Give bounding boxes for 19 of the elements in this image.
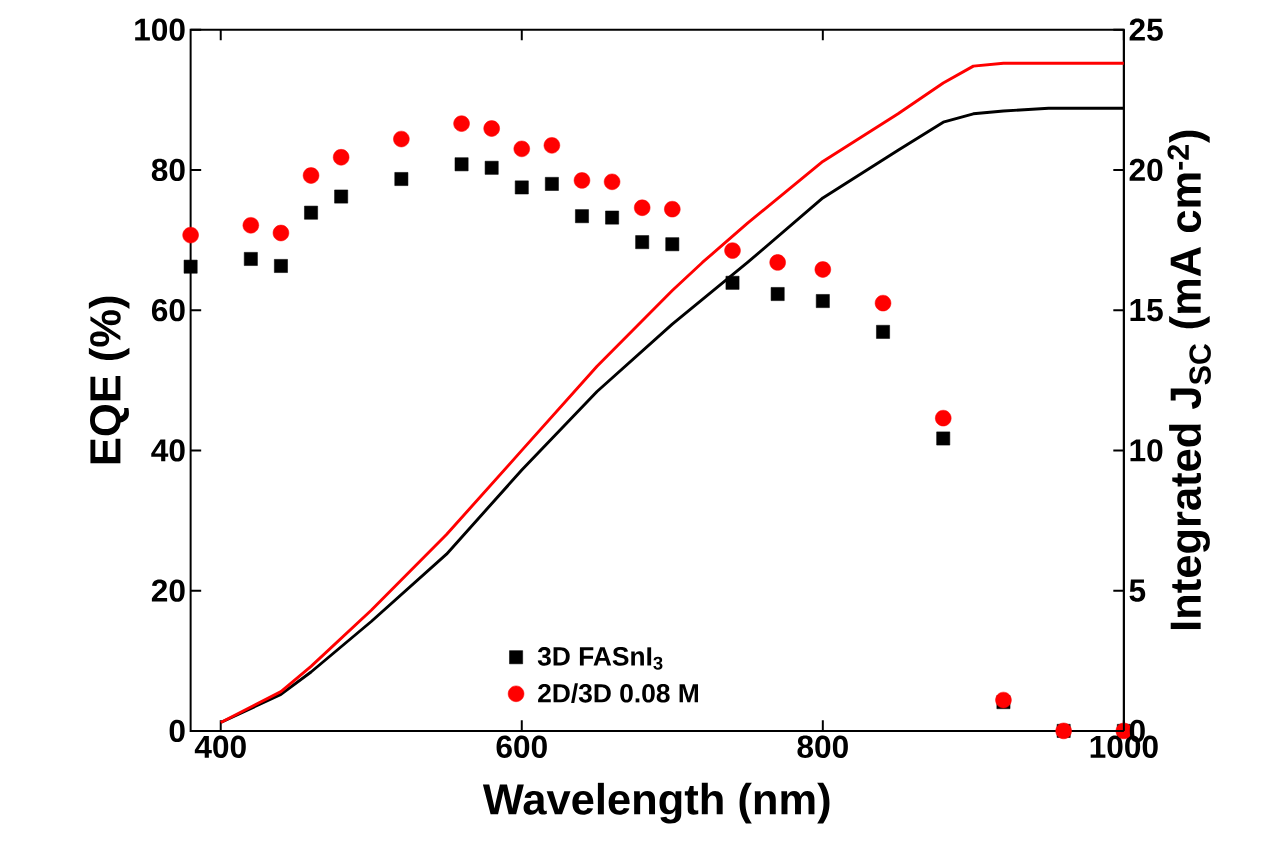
x-axis-title: Wavelength (nm) [482, 782, 830, 824]
y-tick-label: 60 [151, 298, 185, 322]
y-tick-label: 40 [151, 439, 185, 462]
x-tick-label: 600 [496, 735, 547, 758]
x-tick-label: 400 [194, 735, 246, 758]
y2-axis-title: Integrated J$_{SC}$ (mA cm$^{-2}$) [1167, 130, 1211, 629]
y2-tick-label: 10 [1130, 439, 1163, 462]
y2-tick-label: 25 [1129, 18, 1163, 41]
y-tick-label: 100 [135, 18, 185, 41]
y-axis-title: EQE (%) [88, 296, 130, 463]
y2-tick-label: 5 [1129, 579, 1146, 602]
y2-tick-label: 20 [1129, 158, 1163, 181]
y-tick-label: 80 [151, 158, 185, 181]
x-tick-label: 800 [797, 735, 848, 758]
y-tick-label: 0 [169, 719, 185, 742]
y2-tick-label: 15 [1130, 298, 1163, 322]
y-tick-label: 20 [151, 579, 185, 602]
legend-label: 2D/3D 0.08 M [538, 683, 699, 703]
legend-label: 3D FASnI$_{3}$ [537, 646, 663, 670]
